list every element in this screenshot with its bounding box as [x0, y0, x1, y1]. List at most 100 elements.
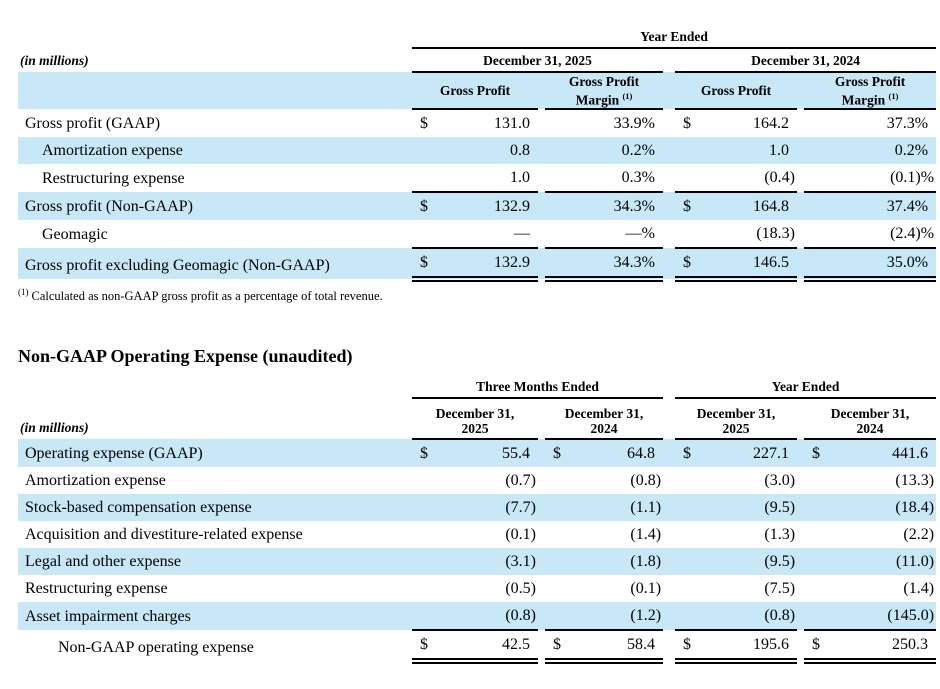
cell-value: 131.0	[494, 115, 530, 132]
footnote-marker: (1)	[888, 90, 899, 101]
column-gap	[538, 248, 545, 279]
column-gap	[538, 575, 545, 602]
cell: (7.5)	[675, 575, 797, 602]
column-gap	[797, 494, 805, 522]
footnote-marker: (1)	[622, 90, 633, 101]
cell-value: (1.8)	[630, 553, 662, 571]
cell: 1.0	[412, 164, 538, 193]
column-gap	[797, 602, 805, 631]
cell: (18.4)	[804, 494, 937, 522]
column-header: Gross Profit Margin (1)	[545, 72, 663, 110]
column-gap	[797, 72, 804, 109]
cell-value: (0.7)	[505, 472, 536, 490]
cell: $132.9	[412, 248, 538, 282]
cell: (0.8)	[675, 602, 798, 632]
cell-value: 250.3	[892, 636, 929, 654]
table-row: Acquisition and divestiture-related expe…	[18, 521, 936, 548]
cell-value: 0.2%	[621, 142, 655, 159]
operating-expense-table: Three Months Ended Year Ended (in millio…	[18, 377, 937, 665]
cell-value: (0.1)%	[890, 169, 935, 186]
cell-value: 1.0	[769, 142, 789, 159]
column-gap	[663, 220, 675, 248]
cell: (9.5)	[675, 548, 798, 576]
cell-value: 37.3%	[886, 115, 929, 132]
table-row: Asset impairment charges (0.8) (1.2) (0.…	[18, 602, 937, 632]
column-gap	[538, 467, 545, 494]
table-row: Gross profit (GAAP) $131.0 33.9% $164.2 …	[18, 109, 936, 137]
span-header-year-ended: Year Ended	[675, 377, 937, 400]
table-row: Amortization expense 0.8 0.2% 1.0 0.2%	[18, 137, 937, 164]
column-gap	[538, 137, 545, 164]
cell-value: (2.4)%	[890, 225, 935, 242]
cell: $58.4	[545, 630, 664, 665]
cell: 0.3%	[545, 164, 663, 193]
currency-symbol: $	[420, 254, 428, 271]
cell: (13.3)	[804, 467, 936, 494]
cell: 34.3%	[545, 192, 663, 220]
currency-symbol: $	[812, 636, 821, 654]
cell-value: 1.0	[510, 169, 530, 186]
column-gap	[797, 109, 804, 137]
cell: (1.4)	[545, 521, 663, 548]
footnote-marker: (1)	[18, 287, 29, 297]
column-gap	[663, 494, 676, 522]
cell: (0.4)	[675, 164, 797, 193]
cell-value: 0.3%	[621, 169, 655, 186]
column-gap	[663, 467, 675, 494]
column-gap	[538, 521, 545, 548]
table-row: Amortization expense (0.7) (0.8) (3.0) (…	[18, 467, 936, 494]
row-label: Gross profit (GAAP)	[25, 115, 161, 132]
column-gap	[538, 220, 545, 248]
currency-symbol: $	[420, 115, 428, 132]
column-gap	[663, 548, 676, 576]
cell-value: (0.5)	[505, 580, 536, 598]
cell: (1.2)	[545, 602, 664, 632]
column-header: December 31, 2024	[804, 398, 937, 441]
cell-value: (0.8)	[764, 607, 796, 625]
cell: (3.0)	[675, 467, 797, 494]
empty-cell	[18, 377, 412, 398]
cell-value: —	[514, 225, 530, 242]
cell: (0.7)	[412, 467, 538, 494]
cell-value: 0.2%	[894, 142, 929, 159]
column-gap	[538, 439, 545, 468]
cell: (2.2)	[804, 521, 936, 548]
row-label: Asset impairment charges	[18, 602, 412, 631]
cell-value: 34.3%	[613, 198, 655, 215]
cell-value: (2.2)	[903, 526, 935, 544]
cell-value: (3.1)	[505, 553, 536, 571]
column-header: December 31, 2024	[545, 398, 664, 441]
table-row: Restructuring expense 1.0 0.3% (0.4) (0.…	[18, 164, 937, 193]
column-gap	[538, 548, 545, 576]
cell-value: 37.4%	[886, 198, 929, 215]
currency-symbol: $	[420, 445, 428, 463]
column-gap	[538, 630, 545, 661]
cell: 37.4%	[804, 192, 937, 220]
cell: 0.8	[412, 137, 538, 164]
cell: $131.0	[412, 109, 538, 137]
cell-value: 33.9%	[613, 115, 655, 132]
column-header: Gross Profit Margin (1)	[804, 72, 937, 110]
cell-value: (1.2)	[630, 607, 662, 625]
column-gap	[663, 164, 675, 192]
cell-value: (18.4)	[895, 499, 935, 517]
currency-symbol: $	[683, 254, 691, 271]
column-gap	[538, 72, 545, 109]
cell: (11.0)	[804, 548, 937, 576]
column-gap	[538, 494, 545, 522]
cell: —%	[545, 220, 663, 249]
cell: (1.4)	[804, 575, 936, 602]
cell-value: (1.3)	[764, 526, 796, 544]
cell: (0.1)	[545, 575, 663, 602]
column-header: Gross Profit	[412, 72, 538, 110]
row-label: Acquisition and divestiture-related expe…	[25, 526, 303, 544]
cell-value: 34.3%	[613, 254, 655, 271]
cell-value: (0.4)	[764, 169, 795, 186]
cell-value: (7.7)	[505, 499, 536, 517]
row-label: Gross profit excluding Geomagic (Non-GAA…	[18, 248, 412, 279]
row-label: Stock-based compensation expense	[18, 494, 412, 522]
cell: 0.2%	[804, 137, 937, 164]
table-row: Geomagic — —% (18.3) (2.4)%	[18, 220, 937, 249]
cell-value: 35.0%	[886, 254, 929, 271]
row-label: Amortization expense	[25, 472, 166, 490]
